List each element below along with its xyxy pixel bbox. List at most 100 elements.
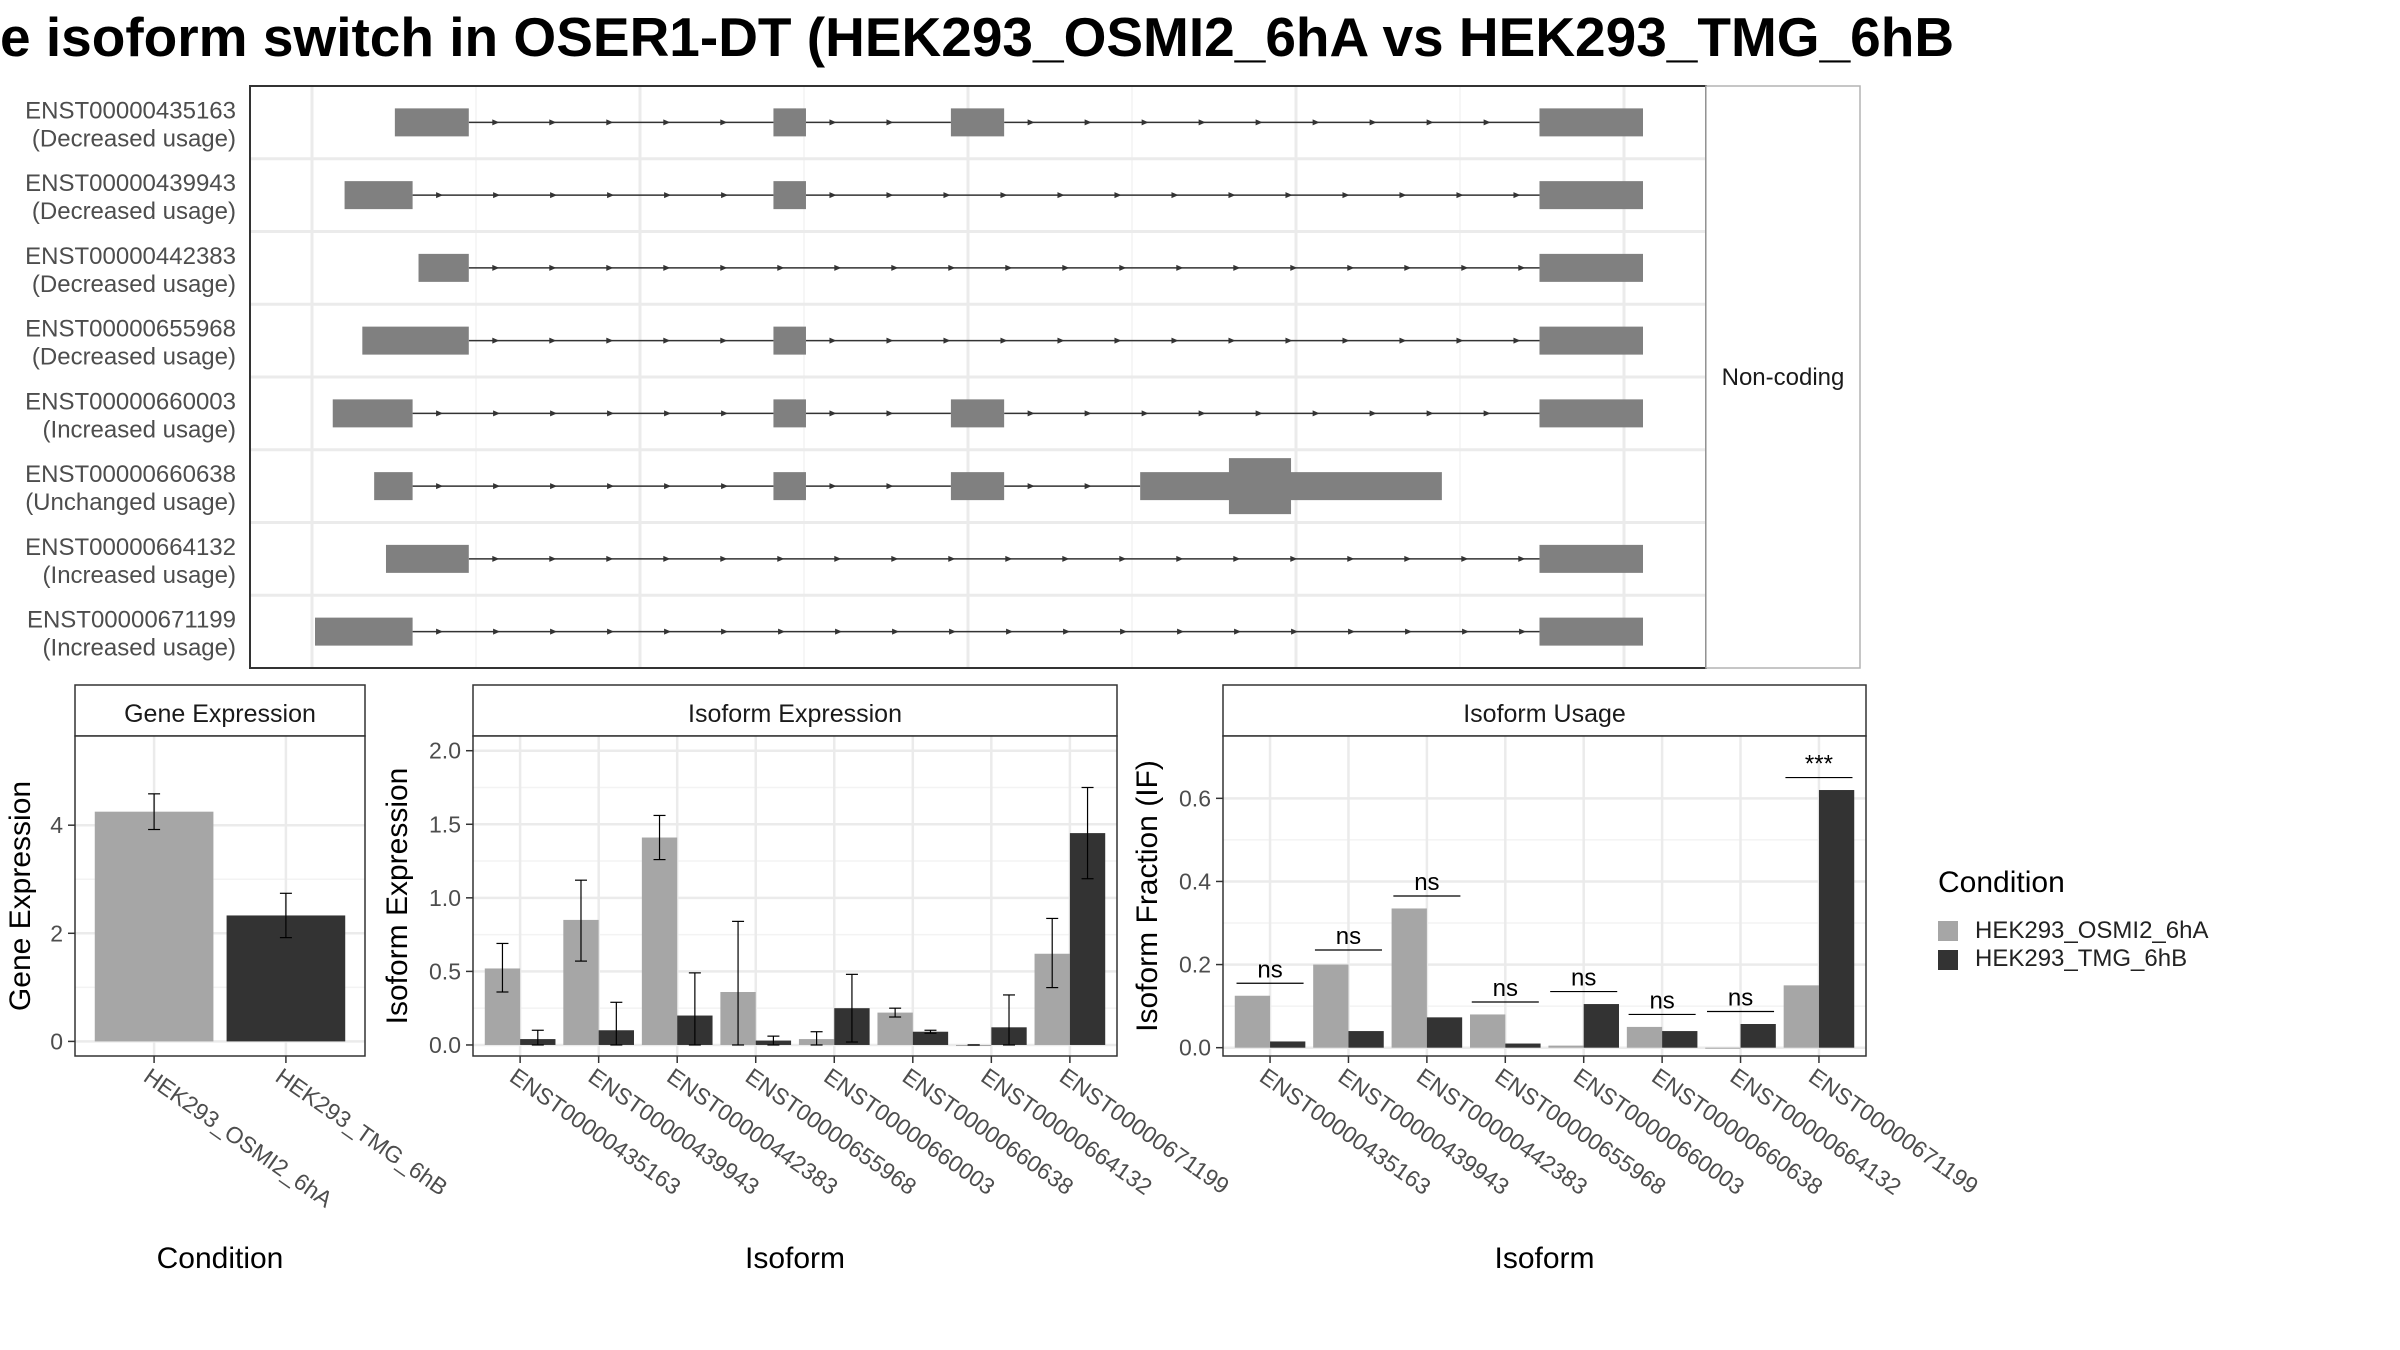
intron-direction-arrow (829, 483, 837, 490)
exon-block (950, 399, 1005, 428)
intron-direction-arrow (607, 410, 615, 417)
intron-direction-arrow (1404, 264, 1412, 271)
intron-direction-arrow (1062, 264, 1070, 271)
intron-direction-arrow (886, 337, 894, 344)
intron-direction-arrow (492, 119, 500, 126)
intron-direction-arrow (607, 628, 615, 635)
bar (1740, 1024, 1776, 1048)
intron-direction-arrow (663, 264, 671, 271)
intron-direction-arrow (948, 555, 956, 562)
exon-block (773, 472, 806, 501)
intron-direction-arrow (1426, 119, 1434, 126)
intron-direction-arrow (886, 119, 894, 126)
isoform-row-label-usage: (Decreased usage) (32, 344, 236, 371)
legend-swatch-osmi2 (1938, 921, 1958, 941)
isoform-row-label-id: ENST00000439943 (25, 170, 236, 197)
intron-direction-arrow (778, 628, 786, 635)
exon-block (950, 472, 1005, 501)
intron-direction-arrow (1176, 264, 1184, 271)
intron-direction-arrow (664, 628, 672, 635)
intron-direction-arrow (1119, 264, 1127, 271)
intron-direction-arrow (1312, 410, 1320, 417)
intron-direction-arrow (1461, 555, 1469, 562)
y-axis-title: Isoform Fraction (IF) (1131, 760, 1164, 1032)
intron-direction-arrow (720, 119, 728, 126)
intron-direction-arrow (1120, 628, 1128, 635)
intron-direction-arrow (606, 264, 614, 271)
significance-label: ns (1336, 923, 1361, 950)
intron-direction-arrow (1290, 555, 1298, 562)
exon-block (773, 399, 806, 428)
intron-direction-arrow (891, 555, 899, 562)
intron-direction-arrow (492, 555, 500, 562)
intron-direction-arrow (493, 410, 501, 417)
intron-direction-arrow (1285, 337, 1293, 344)
exon-block (385, 544, 469, 573)
intron-direction-arrow (1405, 628, 1413, 635)
intron-direction-arrow (436, 483, 444, 490)
intron-direction-arrow (1198, 119, 1206, 126)
significance-label: *** (1805, 751, 1833, 778)
intron-direction-arrow (1399, 337, 1407, 344)
bar (1548, 1045, 1584, 1048)
intron-direction-arrow (1084, 410, 1092, 417)
intron-direction-arrow (1171, 192, 1179, 199)
intron-direction-arrow (1519, 628, 1527, 635)
exon-block (332, 399, 413, 428)
intron-direction-arrow (948, 264, 956, 271)
intron-direction-arrow (606, 337, 614, 344)
legend-swatch-tmg (1938, 950, 1958, 970)
intron-direction-arrow (886, 410, 894, 417)
y-tick-label: 0.2 (1179, 952, 1211, 978)
y-tick-label: 1.0 (429, 885, 461, 911)
intron-direction-arrow (1369, 119, 1377, 126)
intron-direction-arrow (829, 410, 837, 417)
intron-direction-arrow (1177, 628, 1185, 635)
exon-block (418, 253, 469, 282)
significance-label: ns (1257, 956, 1282, 983)
intron-direction-arrow (1176, 555, 1184, 562)
intron-direction-arrow (943, 192, 951, 199)
figure-title: e isoform switch in OSER1-DT (HEK293_OSM… (0, 6, 1954, 68)
bar (1270, 1041, 1306, 1048)
intron-direction-arrow (1347, 264, 1355, 271)
legend-title: Condition (1938, 866, 2065, 899)
intron-direction-arrow (550, 410, 558, 417)
isoform-row-label-usage: (Decreased usage) (32, 125, 236, 152)
intron-direction-arrow (549, 264, 557, 271)
intron-direction-arrow (663, 555, 671, 562)
intron-direction-arrow (549, 337, 557, 344)
isoform-row-label-usage: (Increased usage) (43, 562, 236, 589)
intron-direction-arrow (493, 192, 501, 199)
intron-direction-arrow (1057, 192, 1065, 199)
intron-direction-arrow (1234, 628, 1242, 635)
intron-direction-arrow (664, 192, 672, 199)
intron-direction-arrow (1119, 555, 1127, 562)
exon-block (344, 181, 413, 210)
intron-direction-arrow (1062, 555, 1070, 562)
intron-direction-arrow (1456, 192, 1464, 199)
intron-direction-arrow (1114, 192, 1122, 199)
intron-direction-arrow (1141, 410, 1149, 417)
intron-direction-arrow (720, 337, 728, 344)
bar (912, 1031, 949, 1045)
exon-block (394, 108, 469, 137)
intron-direction-arrow (550, 192, 558, 199)
isoform-row-label-id: ENST00000655968 (25, 316, 236, 343)
intron-direction-arrow (1006, 628, 1014, 635)
intron-direction-arrow (829, 337, 837, 344)
intron-direction-arrow (721, 628, 729, 635)
intron-direction-arrow (1285, 192, 1293, 199)
intron-direction-arrow (886, 192, 894, 199)
intron-direction-arrow (664, 410, 672, 417)
isoform-row-label-id: ENST00000435163 (25, 97, 236, 124)
exon-block (362, 326, 469, 355)
bar (1426, 1017, 1463, 1048)
exon-block (1539, 108, 1643, 137)
bar (1705, 1047, 1741, 1049)
intron-direction-arrow (550, 483, 558, 490)
intron-direction-arrow (1347, 555, 1355, 562)
intron-direction-arrow (1228, 192, 1236, 199)
isoform-row-label-id: ENST00000660638 (25, 461, 236, 488)
